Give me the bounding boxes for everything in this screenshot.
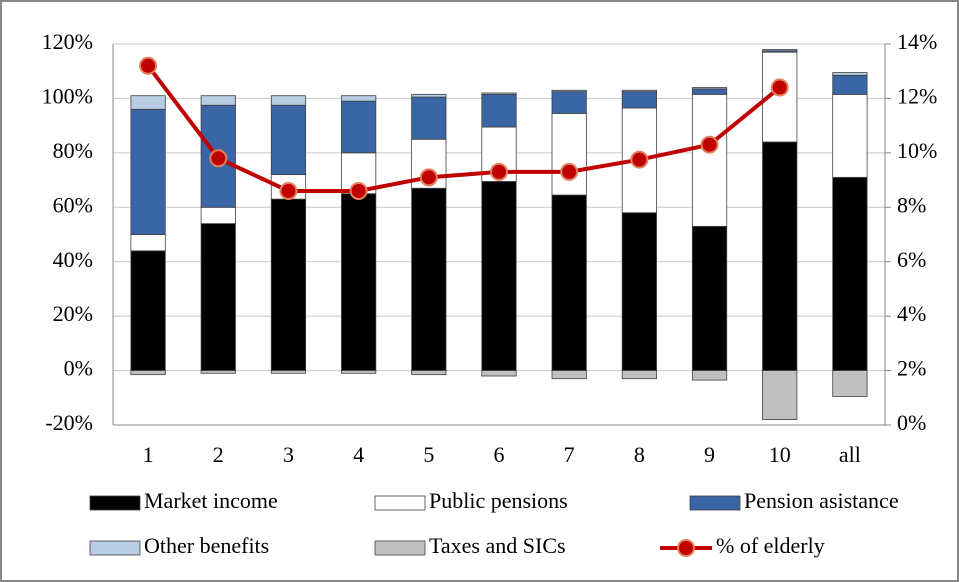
y2-tick-label: 8% — [897, 192, 926, 217]
legend-label: Taxes and SICs — [429, 533, 566, 558]
bar — [551, 370, 587, 380]
bar — [341, 370, 377, 374]
line-marker — [349, 181, 368, 200]
bar — [691, 87, 728, 90]
bar — [200, 223, 236, 371]
bar — [691, 88, 728, 95]
bar — [130, 108, 166, 235]
legend-swatch — [374, 495, 426, 511]
y-tick-label: 120% — [42, 29, 93, 54]
x-tick-label: all — [839, 442, 861, 467]
y-tick-label: 80% — [53, 138, 93, 163]
y2-tick-label: 2% — [897, 356, 926, 381]
x-tick-label: 4 — [353, 442, 364, 467]
bar — [621, 89, 657, 93]
bar — [551, 194, 587, 371]
bar — [411, 93, 447, 98]
bar — [691, 370, 728, 381]
y-tick-label: 100% — [42, 83, 93, 108]
line — [146, 64, 781, 193]
bar — [411, 370, 447, 376]
bar — [341, 95, 377, 102]
bar — [481, 92, 517, 95]
x-tick-label: 10 — [769, 442, 791, 467]
x-tick-label: 9 — [704, 442, 715, 467]
x-tick-label: 6 — [494, 442, 505, 467]
bar — [762, 370, 798, 420]
bar — [130, 234, 166, 252]
line-marker — [700, 135, 719, 154]
y2-tick-label: 10% — [897, 138, 937, 163]
bar — [341, 100, 377, 154]
bar — [130, 250, 166, 371]
y-tick-label: 40% — [53, 247, 93, 272]
bar — [691, 93, 728, 227]
bar — [832, 176, 868, 371]
line-marker — [770, 78, 789, 97]
bar — [270, 198, 307, 371]
line-marker — [560, 162, 579, 181]
line-marker — [209, 149, 228, 168]
bar — [200, 95, 236, 106]
legend-label: Public pensions — [429, 488, 568, 513]
line-marker — [630, 150, 649, 169]
line-marker — [419, 168, 438, 187]
bar — [691, 225, 728, 371]
y2-tick-label: 4% — [897, 301, 926, 326]
legend-swatch — [374, 540, 426, 556]
bar — [551, 112, 587, 196]
line-marker — [490, 162, 508, 181]
y2-tick-label: 12% — [897, 83, 937, 108]
legend-label: Pension asistance — [744, 488, 899, 513]
legend-swatch — [689, 495, 741, 511]
bar — [621, 91, 657, 109]
bar — [270, 95, 307, 106]
legend-swatch — [89, 540, 141, 556]
bar — [130, 370, 166, 376]
x-tick-label: 3 — [283, 442, 294, 467]
bar — [411, 96, 447, 140]
line-marker — [139, 56, 158, 75]
bar — [762, 49, 798, 52]
y2-tick-label: 0% — [897, 410, 926, 435]
bar — [481, 93, 517, 128]
x-tick-label: 1 — [143, 442, 154, 467]
bar — [832, 370, 868, 397]
bar — [762, 141, 798, 371]
legend-label: Other benefits — [144, 533, 269, 558]
y-tick-label: 20% — [53, 301, 93, 326]
x-tick-label: 5 — [423, 442, 434, 467]
bar — [832, 74, 868, 95]
y-tick-label: 0% — [64, 356, 93, 381]
bar — [551, 89, 587, 93]
y-tick-label: -20% — [45, 410, 93, 435]
x-tick-label: 7 — [564, 442, 575, 467]
bar — [411, 187, 447, 371]
legend-swatch — [89, 495, 141, 511]
bar — [130, 95, 166, 110]
y2-tick-label: 6% — [897, 247, 926, 272]
x-tick-label: 2 — [213, 442, 224, 467]
bar — [551, 91, 587, 114]
bar — [481, 181, 517, 371]
y2-tick-label: 14% — [897, 29, 937, 54]
y-tick-label: 60% — [53, 192, 93, 217]
bar — [832, 72, 868, 76]
bar — [341, 193, 377, 371]
line-marker — [279, 181, 298, 200]
legend-marker — [677, 539, 695, 557]
bar — [270, 104, 307, 176]
bar — [200, 206, 236, 225]
bar — [200, 370, 236, 374]
bar — [621, 212, 657, 371]
legend-label: Market income — [144, 488, 278, 513]
bar — [481, 370, 517, 377]
legend-label: % of elderly — [716, 533, 825, 558]
bar — [832, 93, 868, 178]
x-tick-label: 8 — [634, 442, 645, 467]
bar — [621, 370, 657, 380]
bar — [270, 370, 307, 374]
